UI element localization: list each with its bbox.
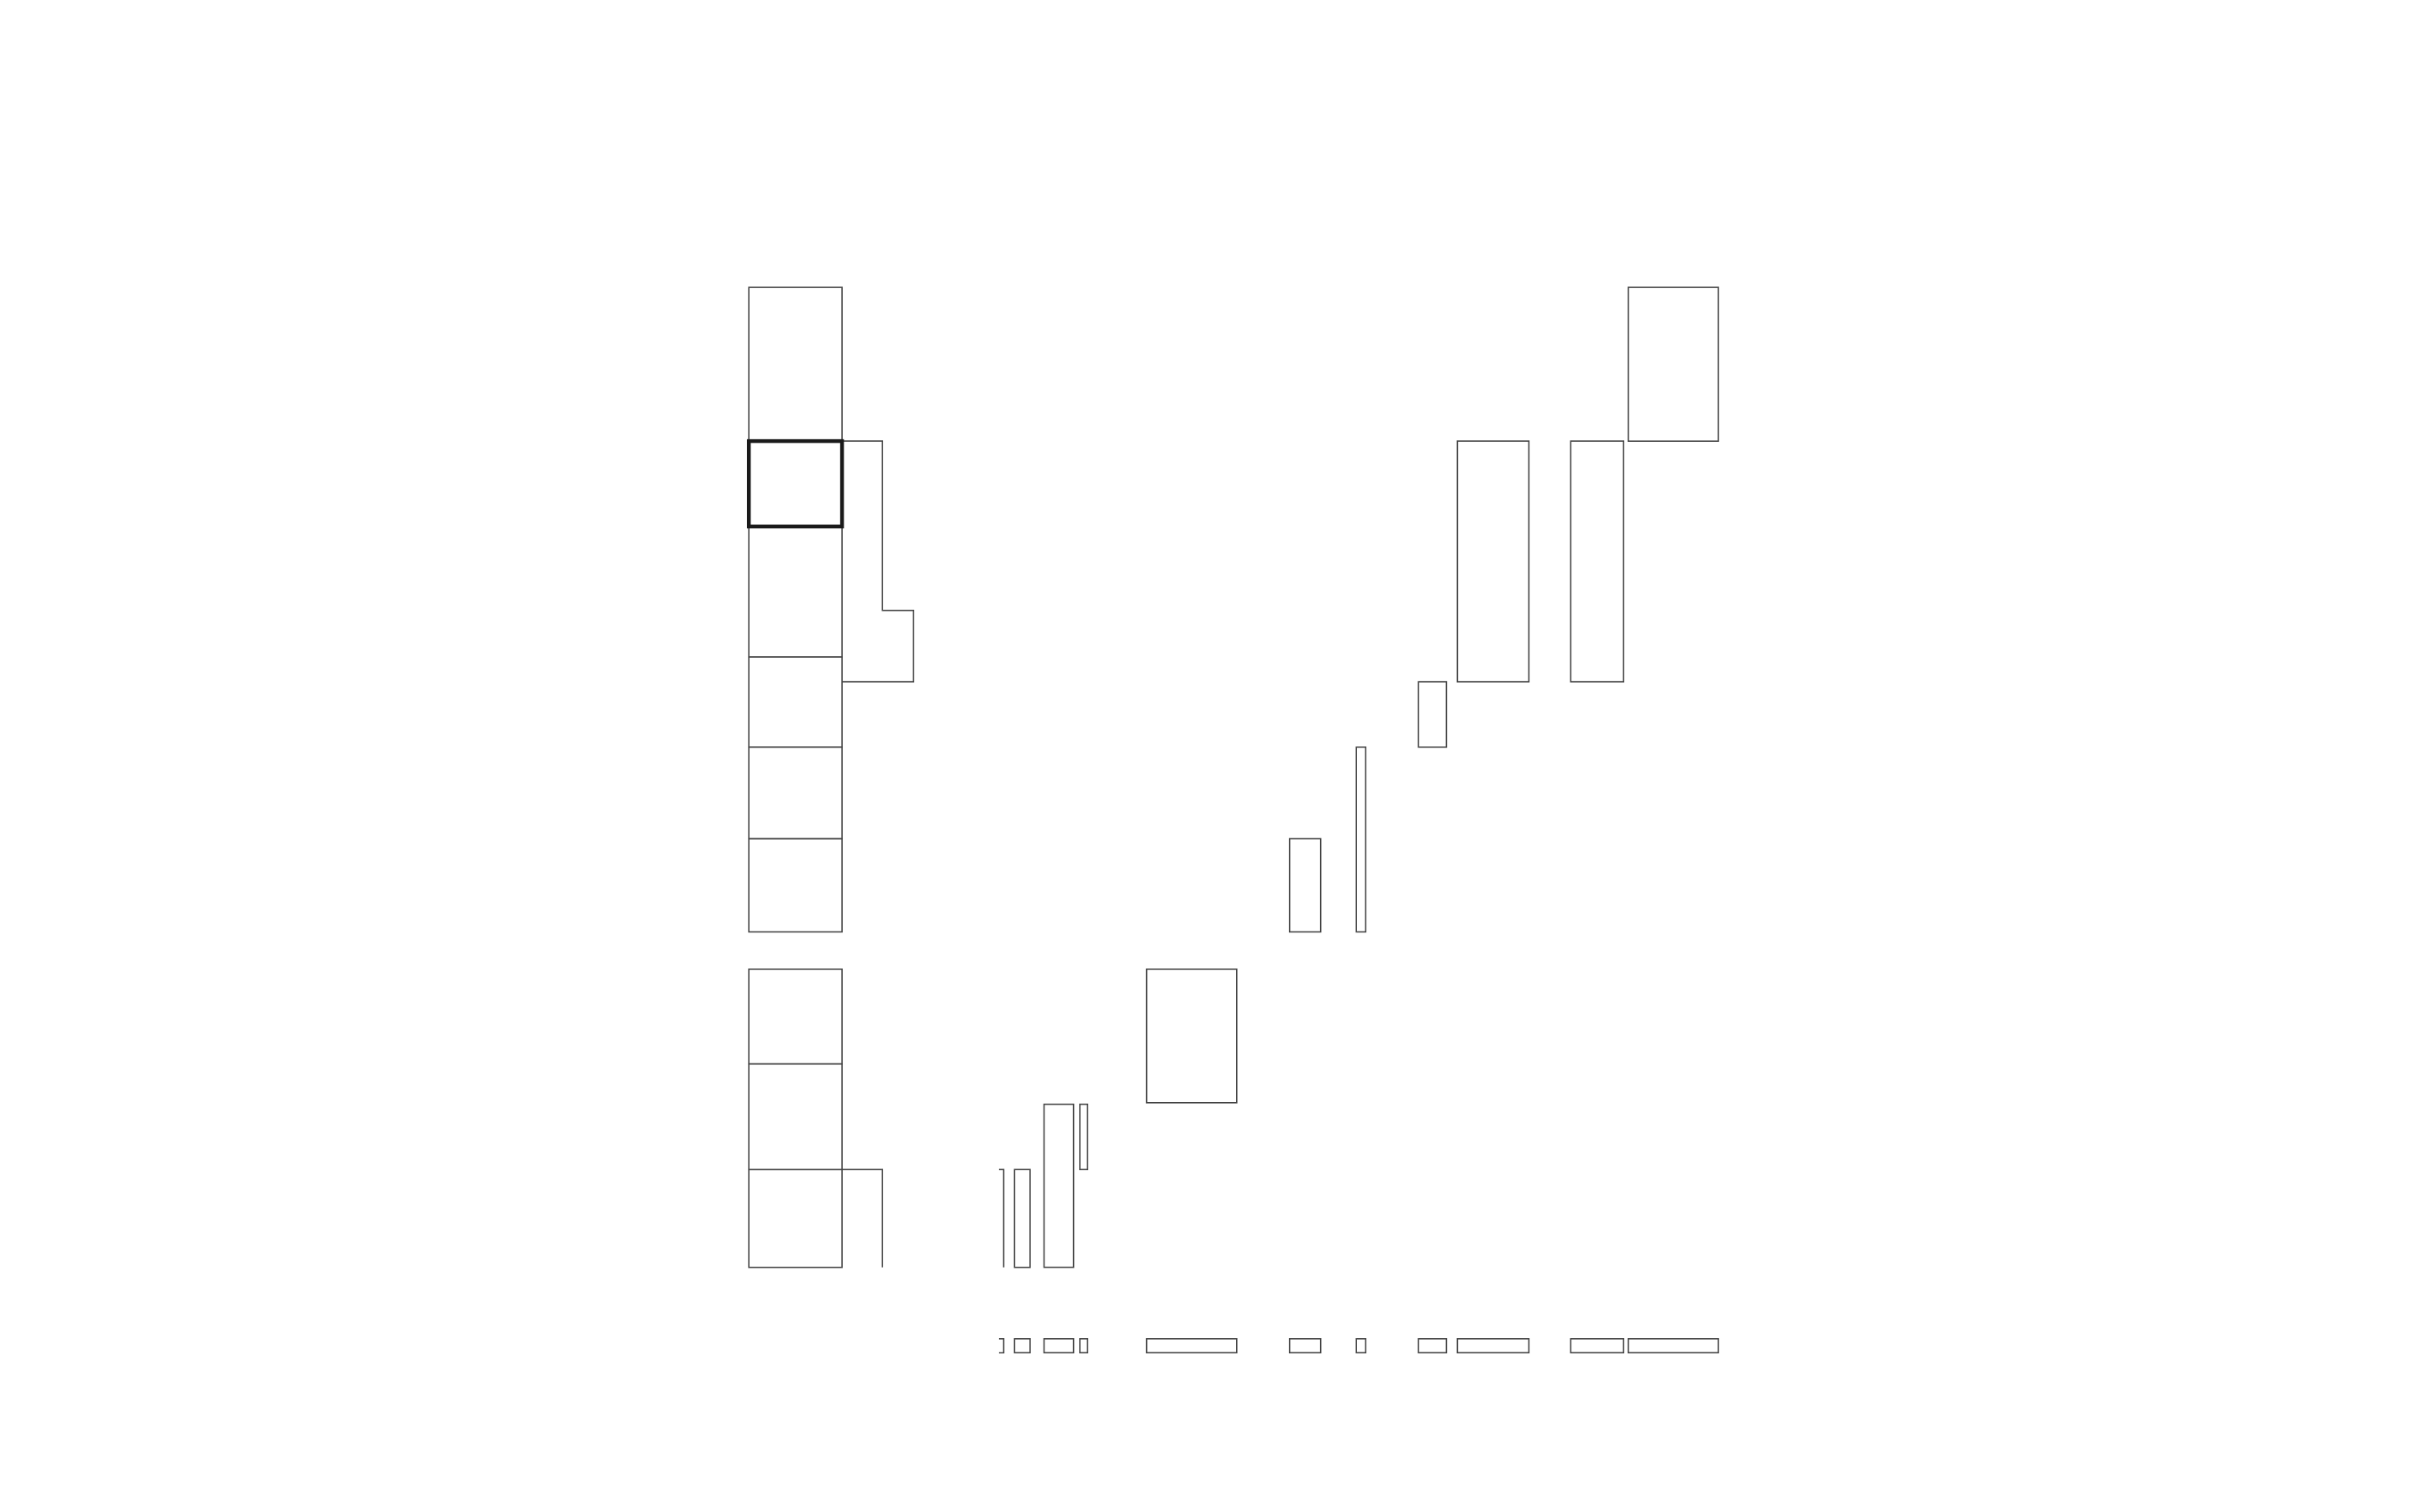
shapes-layer bbox=[748, 286, 1719, 1354]
small-block-1[interactable] bbox=[1288, 837, 1322, 933]
strip-item-10[interactable] bbox=[1570, 1338, 1625, 1354]
strip-item-2[interactable] bbox=[1013, 1338, 1031, 1354]
stepped-side-block bbox=[842, 440, 914, 683]
column-cell-2-selected[interactable] bbox=[746, 438, 844, 529]
column-lower-cell-3[interactable] bbox=[748, 1168, 843, 1268]
tall-block-1[interactable] bbox=[1043, 1103, 1075, 1268]
narrow-block-1[interactable] bbox=[1013, 1168, 1031, 1268]
column-lower-cell-2[interactable] bbox=[748, 1063, 843, 1171]
strip-item-11[interactable] bbox=[1628, 1338, 1719, 1354]
column-cell-6[interactable] bbox=[748, 837, 843, 933]
sliver-block-1[interactable] bbox=[1355, 746, 1367, 933]
column-cell-5[interactable] bbox=[748, 746, 843, 840]
strip-item-9[interactable] bbox=[1456, 1338, 1530, 1354]
top-right-block[interactable] bbox=[1628, 286, 1719, 443]
column-lower-cell-1[interactable] bbox=[748, 969, 843, 1065]
column-cell-1[interactable] bbox=[748, 286, 843, 443]
strip-item-5[interactable] bbox=[1145, 1338, 1238, 1354]
strip-item-6[interactable] bbox=[1288, 1338, 1322, 1354]
mid-block-1[interactable] bbox=[1145, 969, 1238, 1104]
column-cell-4[interactable] bbox=[748, 656, 843, 748]
column-cell-3[interactable] bbox=[748, 525, 843, 658]
strip-item-7[interactable] bbox=[1355, 1338, 1367, 1354]
small-block-2[interactable] bbox=[1418, 680, 1448, 748]
strip-item-3[interactable] bbox=[1043, 1338, 1075, 1354]
tiny-tick-block bbox=[998, 1168, 1005, 1268]
selected-layer bbox=[746, 438, 844, 529]
tall-block-2[interactable] bbox=[1456, 440, 1530, 683]
strip-item-8[interactable] bbox=[1418, 1338, 1448, 1354]
thin-block-1[interactable] bbox=[1079, 1103, 1089, 1171]
strip-item-4[interactable] bbox=[1079, 1338, 1089, 1354]
strip-item-1 bbox=[998, 1338, 1005, 1354]
tall-block-3[interactable] bbox=[1570, 440, 1625, 683]
lower-side-bracket bbox=[842, 1168, 883, 1268]
